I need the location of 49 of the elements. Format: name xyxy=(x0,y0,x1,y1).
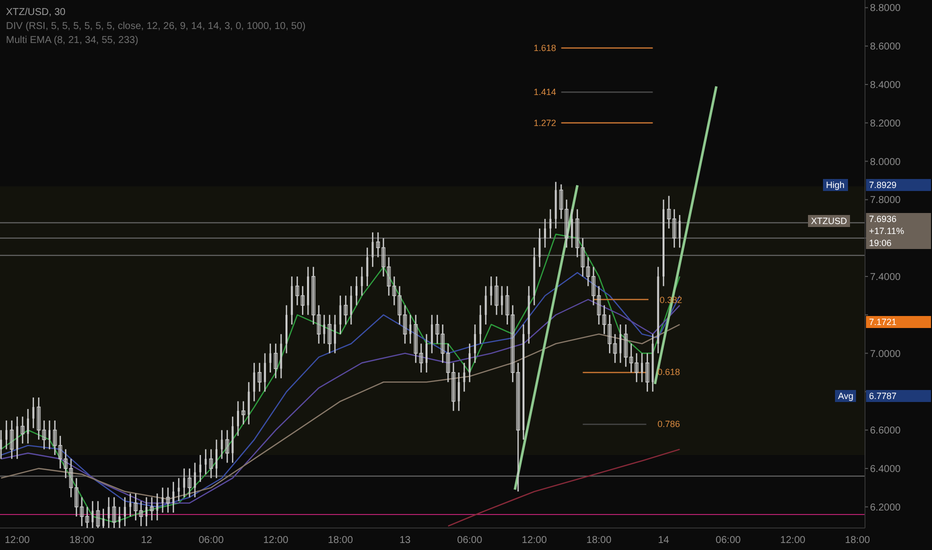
x-tick-label: 18:00 xyxy=(328,535,354,546)
annotation: High xyxy=(823,179,848,191)
y-tick-label: 8.4000 xyxy=(870,80,902,92)
annotation: 1.272 xyxy=(534,116,556,130)
y-tick-label: 7.0000 xyxy=(870,348,902,360)
candlestick xyxy=(258,362,262,392)
annotation: Avg xyxy=(835,390,856,402)
text: +17.11% xyxy=(866,225,931,237)
candlestick xyxy=(494,276,498,316)
x-tick-label: 14 xyxy=(658,535,670,546)
text: 7.8929 xyxy=(866,179,931,191)
x-tick-label: 06:00 xyxy=(457,535,483,546)
y-tick-label: 6.2000 xyxy=(870,502,902,514)
text: 19:06 xyxy=(866,237,931,249)
y-tick-label: 7.8000 xyxy=(870,195,902,206)
y-tick-label: 7.4000 xyxy=(870,272,902,284)
candlestick xyxy=(328,314,332,354)
text: 7.1721 xyxy=(866,316,931,328)
y-tick-label: 8.6000 xyxy=(870,42,902,53)
x-tick-label: 12:00 xyxy=(522,535,548,546)
text: 7.6936 xyxy=(866,213,931,225)
y-tick-label: 8.8000 xyxy=(870,3,902,14)
x-tick-label: 12:00 xyxy=(780,535,806,546)
annotation: XTZUSD xyxy=(808,215,850,227)
x-tick-label: 18:00 xyxy=(69,535,95,546)
text: 6.7787 xyxy=(866,390,931,402)
candlestick xyxy=(209,448,213,479)
annotation: 1.414 xyxy=(534,86,556,100)
x-tick-label: 18:00 xyxy=(586,535,612,546)
x-tick-label: 13 xyxy=(399,535,412,546)
annotation: 0.786 xyxy=(657,418,680,432)
candlestick xyxy=(96,500,100,528)
candlestick xyxy=(188,468,192,498)
x-tick-label: 06:00 xyxy=(716,535,742,546)
text: XTZ/USD, 30 xyxy=(6,6,66,20)
y-tick-label: 8.0000 xyxy=(870,156,902,168)
candlestick xyxy=(20,416,24,444)
x-tick-label: 12:00 xyxy=(4,535,30,546)
text: DIV (RSI, 5, 5, 5, 5, 5, 5, close, 12, 26, 9, 14, 14, 3, 0, 1000, 10, 50) xyxy=(6,20,306,34)
x-tick-label: 12 xyxy=(140,535,152,546)
candlestick xyxy=(166,487,170,514)
x-tick-label: 18:00 xyxy=(844,535,870,546)
y-tick-label: 6.6000 xyxy=(870,426,902,437)
annotation: Multi EMA (8, 21, 34, 55, 233) xyxy=(6,34,140,48)
y-tick-label: 8.2000 xyxy=(870,118,902,130)
annotation: 1.618 xyxy=(534,42,556,55)
y-tick-label: 6.4000 xyxy=(870,464,902,476)
x-tick-label: 06:00 xyxy=(198,535,224,546)
x-tick-label: 12:00 xyxy=(263,535,289,546)
